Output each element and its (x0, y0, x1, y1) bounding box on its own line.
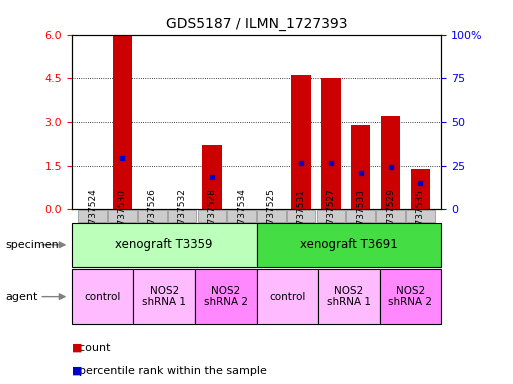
Text: NOS2
shRNA 2: NOS2 shRNA 2 (204, 286, 248, 308)
FancyBboxPatch shape (78, 210, 107, 222)
Text: GSM737528: GSM737528 (207, 189, 216, 243)
Text: xenograft T3691: xenograft T3691 (300, 238, 398, 251)
Text: GSM737533: GSM737533 (356, 189, 365, 243)
Bar (351, 125, 370, 209)
Text: percentile rank within the sample: percentile rank within the sample (72, 366, 267, 376)
Bar (291, 75, 311, 209)
FancyBboxPatch shape (133, 269, 195, 324)
Text: specimen: specimen (5, 240, 59, 250)
FancyBboxPatch shape (108, 210, 137, 222)
Text: ■: ■ (72, 366, 82, 376)
Bar (410, 169, 430, 209)
Text: GSM737532: GSM737532 (177, 189, 187, 243)
Text: control: control (269, 291, 305, 302)
FancyBboxPatch shape (256, 223, 441, 267)
FancyBboxPatch shape (406, 210, 435, 222)
FancyBboxPatch shape (380, 269, 441, 324)
Text: GSM737535: GSM737535 (416, 189, 425, 243)
FancyBboxPatch shape (317, 210, 345, 222)
Text: GSM737531: GSM737531 (297, 189, 306, 243)
FancyBboxPatch shape (376, 210, 405, 222)
FancyBboxPatch shape (72, 223, 256, 267)
Bar (381, 116, 400, 209)
Text: NOS2
shRNA 1: NOS2 shRNA 1 (142, 286, 186, 308)
Text: agent: agent (5, 291, 37, 302)
Text: GSM737530: GSM737530 (118, 189, 127, 243)
Text: count: count (72, 343, 110, 353)
Text: GSM737524: GSM737524 (88, 189, 97, 243)
FancyBboxPatch shape (198, 210, 226, 222)
FancyBboxPatch shape (138, 210, 167, 222)
FancyBboxPatch shape (346, 210, 375, 222)
FancyBboxPatch shape (168, 210, 196, 222)
Bar (202, 145, 222, 209)
Text: GSM737534: GSM737534 (237, 189, 246, 243)
FancyBboxPatch shape (72, 269, 133, 324)
FancyBboxPatch shape (318, 269, 380, 324)
FancyBboxPatch shape (227, 210, 256, 222)
Text: GSM737526: GSM737526 (148, 189, 157, 243)
Text: xenograft T3359: xenograft T3359 (115, 238, 213, 251)
Bar (113, 35, 132, 209)
FancyBboxPatch shape (195, 269, 256, 324)
Title: GDS5187 / ILMN_1727393: GDS5187 / ILMN_1727393 (166, 17, 347, 31)
Text: control: control (85, 291, 121, 302)
Text: NOS2
shRNA 1: NOS2 shRNA 1 (327, 286, 371, 308)
Text: GSM737527: GSM737527 (326, 189, 336, 243)
Text: ■: ■ (72, 343, 82, 353)
Text: NOS2
shRNA 2: NOS2 shRNA 2 (388, 286, 432, 308)
Text: GSM737525: GSM737525 (267, 189, 276, 243)
FancyBboxPatch shape (257, 210, 286, 222)
Bar (321, 78, 341, 209)
FancyBboxPatch shape (287, 210, 315, 222)
Text: GSM737529: GSM737529 (386, 189, 395, 243)
FancyBboxPatch shape (256, 269, 318, 324)
